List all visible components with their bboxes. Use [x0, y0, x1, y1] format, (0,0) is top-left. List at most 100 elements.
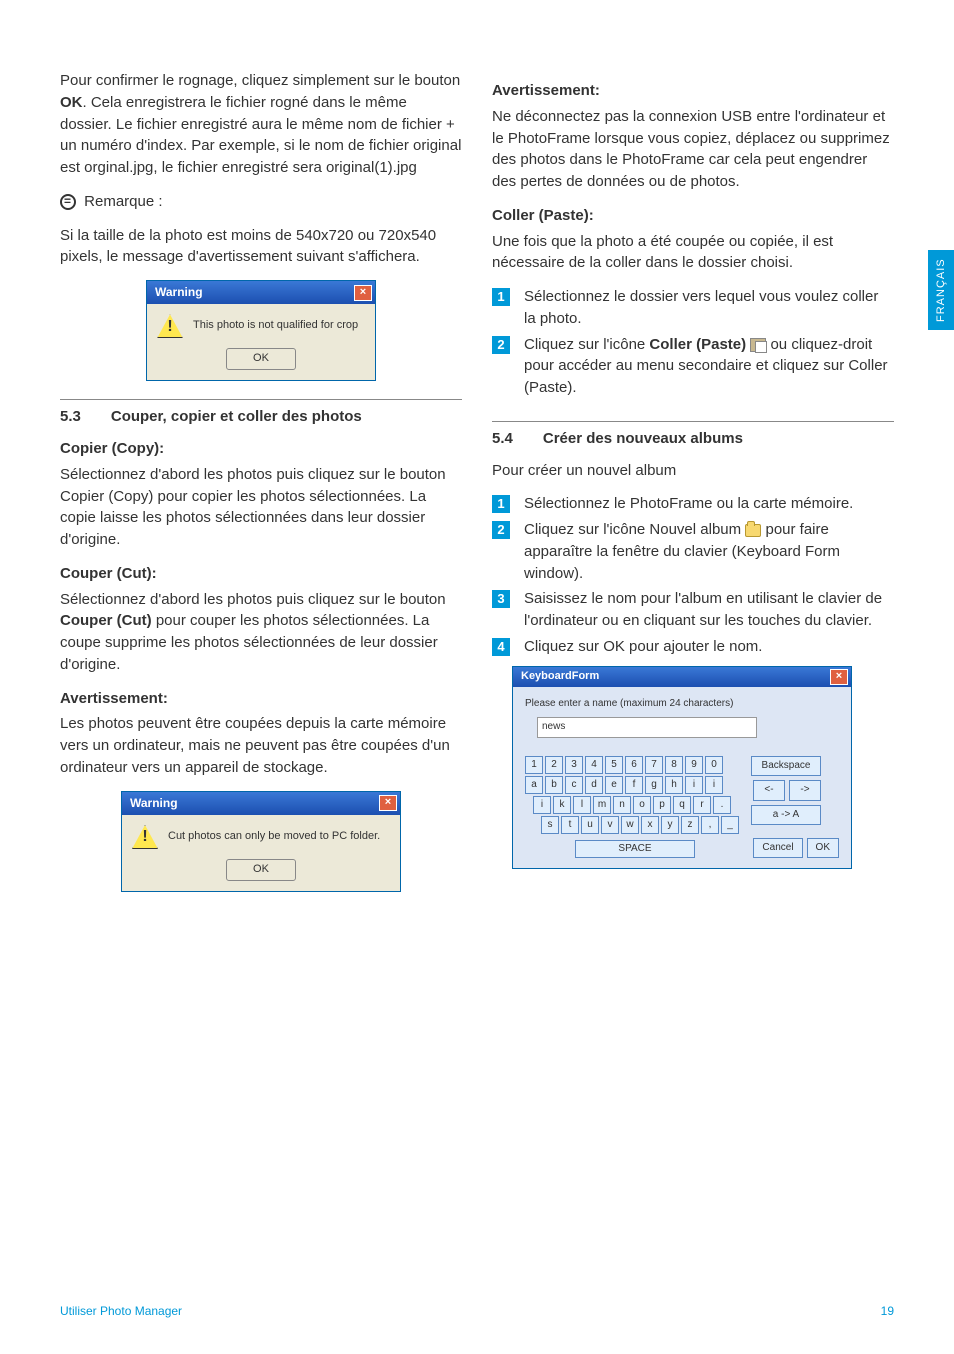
keyboard-key[interactable]: l [573, 796, 591, 814]
close-icon[interactable]: × [830, 669, 848, 685]
dialog-message: This photo is not qualified for crop [193, 318, 358, 334]
dialog-buttons: OK [122, 859, 400, 891]
keyboard-key[interactable]: d [585, 776, 603, 794]
ok-button[interactable]: OK [226, 859, 296, 881]
keyboard-key[interactable]: 9 [685, 756, 703, 774]
dialog-title: Warning [130, 795, 178, 812]
cut-body: Sélectionnez d'abord les photos puis cli… [60, 589, 462, 676]
ok-button[interactable]: OK [226, 348, 296, 370]
keyboard-side-buttons: Backspace <- -> a -> A [751, 756, 821, 826]
warning-dialog-cut: Warning × ! Cut photos can only be moved… [121, 791, 401, 892]
keyboard-key[interactable]: x [641, 816, 659, 834]
text: . Cela enregistrera le fichier rogné dan… [60, 94, 461, 176]
warning-triangle-icon: ! [132, 825, 158, 849]
keyboard-key[interactable]: c [565, 776, 583, 794]
arrow-right-button[interactable]: -> [789, 780, 821, 801]
keyboard-key[interactable]: 8 [665, 756, 683, 774]
keyboard-key[interactable]: n [613, 796, 631, 814]
keyboard-key[interactable]: t [561, 816, 579, 834]
cut-heading: Couper (Cut): [60, 563, 462, 585]
step-number-icon: 2 [492, 336, 510, 354]
keyboard-key[interactable]: v [601, 816, 619, 834]
page-body: Pour confirmer le rognage, cliquez simpl… [0, 0, 954, 950]
close-icon[interactable]: × [379, 795, 397, 811]
keyboard-key[interactable]: 6 [625, 756, 643, 774]
keyboard-bottom-row: SPACE Cancel OK [525, 838, 839, 859]
ok-button[interactable]: OK [807, 838, 839, 859]
copy-heading: Copier (Copy): [60, 438, 462, 460]
section-title: Créer des nouveaux albums [543, 428, 743, 450]
album-intro: Pour créer un nouvel album [492, 460, 894, 482]
space-key[interactable]: SPACE [575, 840, 695, 858]
keyboard-key[interactable]: w [621, 816, 639, 834]
shift-button[interactable]: a -> A [751, 805, 821, 826]
language-tab: FRANÇAIS [928, 250, 954, 330]
dialog-body: ! Cut photos can only be moved to PC fol… [122, 815, 400, 859]
keyboard-key[interactable]: a [525, 776, 543, 794]
note-body: Si la taille de la photo est moins de 54… [60, 225, 462, 269]
section-number: 5.3 [60, 406, 81, 428]
step-text: Saisissez le nom pour l'album en utilisa… [524, 590, 882, 629]
keyboard-key[interactable]: 7 [645, 756, 663, 774]
keyboard-row: iklmnopqr. [533, 796, 739, 814]
text: Copier (Copy) [60, 440, 159, 457]
keyboard-key[interactable]: . [713, 796, 731, 814]
step-number-icon: 3 [492, 590, 510, 608]
copy-body: Sélectionnez d'abord les photos puis cli… [60, 464, 462, 551]
paste-intro: Une fois que la photo a été coupée ou co… [492, 231, 894, 275]
keyboard-key[interactable]: y [661, 816, 679, 834]
keyboard-key[interactable]: p [653, 796, 671, 814]
dialog-message: Cut photos can only be moved to PC folde… [168, 829, 380, 845]
ok-bold: OK [60, 94, 83, 111]
text: Cliquez sur l'icône [524, 336, 649, 353]
backspace-button[interactable]: Backspace [751, 756, 821, 777]
list-item: 2 Cliquez sur l'icône Nouvel album pour … [492, 519, 894, 584]
keyboard-key[interactable]: , [701, 816, 719, 834]
keyboard-key[interactable]: i [705, 776, 723, 794]
arrow-left-button[interactable]: <- [753, 780, 785, 801]
keyboard-key[interactable]: h [665, 776, 683, 794]
close-icon[interactable]: × [354, 285, 372, 301]
right-column: Avertissement: Ne déconnectez pas la con… [492, 70, 894, 910]
keyboard-key[interactable]: u [581, 816, 599, 834]
keyboard-key[interactable]: 0 [705, 756, 723, 774]
list-item: 2 Cliquez sur l'icône Coller (Paste) ou … [492, 334, 894, 399]
dialog-titlebar: Warning × [122, 792, 400, 815]
dialog-titlebar: Warning × [147, 281, 375, 304]
keyboard-key[interactable]: s [541, 816, 559, 834]
step-text: Cliquez sur OK pour ajouter le nom. [524, 638, 762, 655]
keyboard-key[interactable]: r [693, 796, 711, 814]
keyboard-key[interactable]: i [685, 776, 703, 794]
paste-heading: Coller (Paste): [492, 205, 894, 227]
dialog-body: Please enter a name (maximum 24 characte… [513, 687, 851, 869]
keyboard-key[interactable]: 3 [565, 756, 583, 774]
section-5-4-heading: 5.4 Créer des nouveaux albums [492, 421, 894, 450]
keyboard-key[interactable]: 2 [545, 756, 563, 774]
warning-triangle-icon: ! [157, 314, 183, 338]
left-column: Pour confirmer le rognage, cliquez simpl… [60, 70, 462, 910]
keyboard-key[interactable]: b [545, 776, 563, 794]
list-item: 3 Saisissez le nom pour l'album en utili… [492, 588, 894, 632]
page-number: 19 [881, 1304, 894, 1318]
keyboard-key[interactable]: 4 [585, 756, 603, 774]
keyboard-key[interactable]: f [625, 776, 643, 794]
keyboard-key[interactable]: _ [721, 816, 739, 834]
warning-body: Les photos peuvent être coupées depuis l… [60, 713, 462, 778]
cut-bold: Couper (Cut) [60, 612, 152, 629]
keyboard-key[interactable]: k [553, 796, 571, 814]
keyboard-key[interactable]: i [533, 796, 551, 814]
keyboard-key[interactable]: z [681, 816, 699, 834]
dialog-title: Warning [155, 284, 203, 301]
warning-heading: Avertissement: [60, 688, 462, 710]
keyboard-key[interactable]: q [673, 796, 691, 814]
keyboard-key[interactable]: e [605, 776, 623, 794]
dialog-buttons: OK [147, 348, 375, 380]
keyboard-key[interactable]: g [645, 776, 663, 794]
cancel-button[interactable]: Cancel [753, 838, 802, 859]
keyboard-key[interactable]: 1 [525, 756, 543, 774]
keyboard-key[interactable]: m [593, 796, 611, 814]
keyboard-key[interactable]: o [633, 796, 651, 814]
keyboard-key[interactable]: 5 [605, 756, 623, 774]
keyboard-row: 1234567890 [525, 756, 739, 774]
album-name-input[interactable]: news [537, 717, 757, 738]
